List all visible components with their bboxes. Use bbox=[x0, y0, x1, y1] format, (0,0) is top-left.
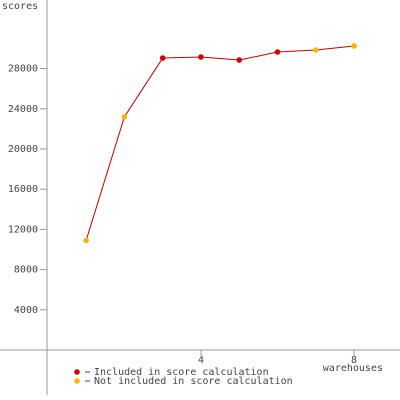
data-point bbox=[83, 237, 89, 244]
line-segment bbox=[162, 56, 201, 59]
y-tick-label: 12000 bbox=[8, 224, 38, 235]
line-segment bbox=[85, 116, 125, 241]
data-point bbox=[351, 43, 357, 49]
data-point bbox=[274, 49, 281, 55]
y-axis-label: scores bbox=[2, 1, 38, 12]
y-tick-label: 20000 bbox=[8, 144, 38, 155]
line-segment bbox=[200, 56, 240, 61]
line-segment bbox=[315, 45, 355, 51]
line-segment bbox=[277, 49, 316, 53]
data-point bbox=[312, 47, 319, 53]
data-point bbox=[236, 57, 243, 63]
x-tick-label: 8 bbox=[351, 355, 357, 366]
legend-marker bbox=[74, 369, 80, 375]
line-segment bbox=[123, 57, 164, 118]
x-tick-label: 4 bbox=[198, 355, 204, 366]
data-point bbox=[198, 54, 204, 60]
legend-label: Not included in score calculation bbox=[94, 376, 293, 387]
y-tick-label: 4000 bbox=[14, 305, 38, 316]
data-point bbox=[159, 55, 166, 61]
x-axis-label: warehouses bbox=[323, 363, 383, 374]
y-tick-label: 28000 bbox=[8, 64, 38, 75]
y-tick-label: 24000 bbox=[8, 104, 38, 115]
legend-label: Included in score calculation bbox=[94, 367, 269, 378]
legend-marker bbox=[74, 378, 80, 384]
line-segment bbox=[239, 51, 278, 61]
y-tick-label: 16000 bbox=[8, 184, 38, 195]
data-point bbox=[121, 114, 128, 120]
y-tick-label: 8000 bbox=[14, 265, 38, 276]
